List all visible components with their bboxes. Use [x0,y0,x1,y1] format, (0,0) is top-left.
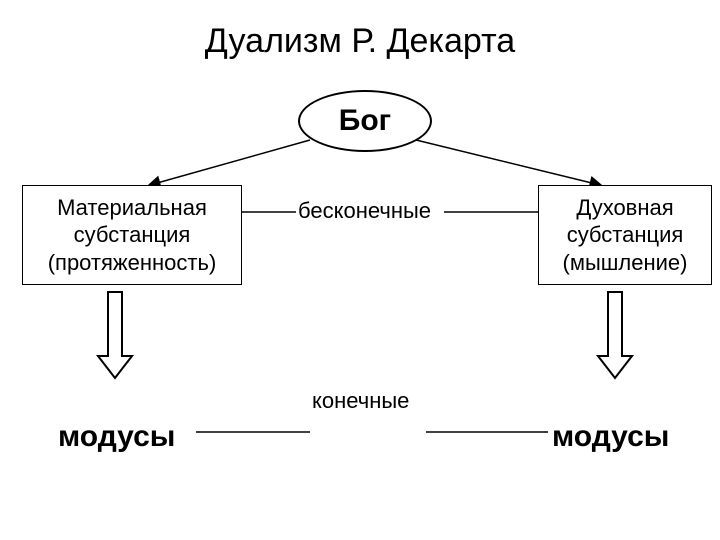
spiritual-substance-box: Духовная субстанция (мышление) [538,185,712,285]
god-label: Бог [339,104,391,138]
spiritual-line1: Духовная [563,194,688,222]
god-node: Бог [298,90,432,152]
spiritual-line3: (мышление) [563,249,688,277]
infinite-label: бесконечные [298,198,431,224]
left-modes-label: модусы [58,420,175,454]
material-line1: Материальная [48,194,217,222]
material-line3: (протяженность) [48,249,217,277]
material-line2: субстанция [48,221,217,249]
page-title: Дуализм Р. Декарта [0,22,720,61]
spiritual-line2: субстанция [563,221,688,249]
finite-label: конечные [312,388,409,414]
title-text: Дуализм Р. Декарта [205,22,515,60]
right-modes-label: модусы [552,420,669,454]
material-substance-box: Материальная субстанция (протяженность) [22,185,242,285]
